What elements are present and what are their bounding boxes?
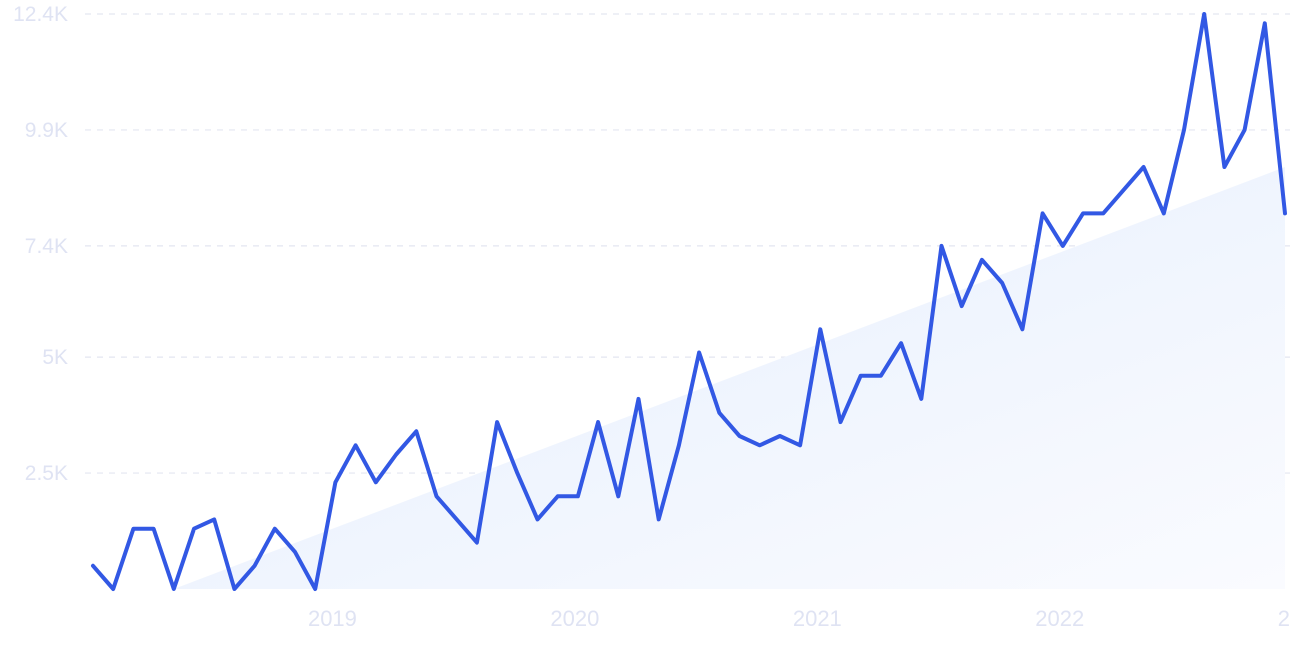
trend-area [173, 167, 1285, 589]
x-tick-label: 2019 [308, 606, 357, 631]
x-tick-label: 2022 [1035, 606, 1084, 631]
series-layer [91, 12, 1287, 591]
x-axis-ticks: 2019 2020 2021 2022 2023 [308, 606, 1290, 631]
x-tick-label: 2023 [1278, 606, 1290, 631]
y-tick-label: 7.4K [25, 235, 68, 258]
y-axis-ticks: 12.4K 9.9K 7.4K 5K 2.5K [13, 3, 68, 485]
y-tick-label: 5K [42, 346, 68, 369]
x-tick-label: 2021 [793, 606, 842, 631]
y-tick-label: 12.4K [13, 3, 68, 26]
series-line [91, 12, 1287, 591]
y-tick-label: 9.9K [25, 119, 68, 142]
x-tick-label: 2020 [550, 606, 599, 631]
trend-area-fill [173, 167, 1285, 589]
y-tick-label: 2.5K [25, 462, 68, 485]
